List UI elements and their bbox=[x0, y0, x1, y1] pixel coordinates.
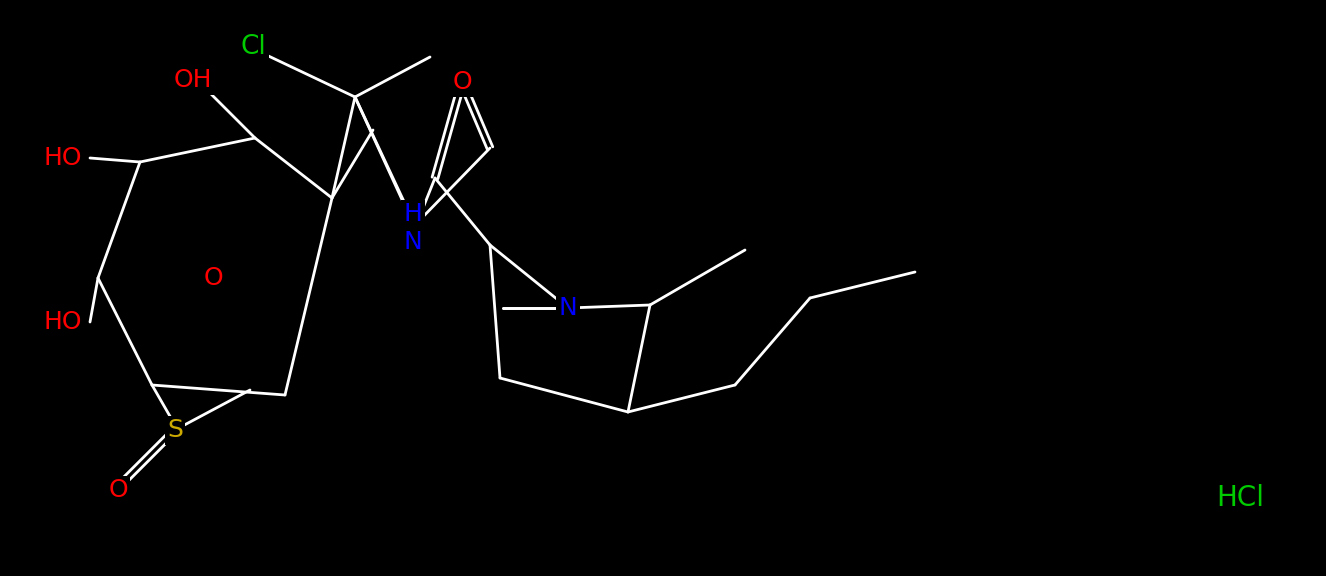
Text: O: O bbox=[203, 266, 223, 290]
Text: Cl: Cl bbox=[240, 34, 267, 60]
Text: O: O bbox=[452, 70, 472, 94]
Text: OH: OH bbox=[174, 68, 212, 92]
Text: HO: HO bbox=[44, 310, 82, 334]
Text: H
N: H N bbox=[403, 202, 423, 254]
Text: N: N bbox=[558, 296, 577, 320]
Text: O: O bbox=[109, 478, 127, 502]
Text: S: S bbox=[167, 418, 183, 442]
Text: HO: HO bbox=[44, 146, 82, 170]
Text: HCl: HCl bbox=[1216, 484, 1264, 512]
